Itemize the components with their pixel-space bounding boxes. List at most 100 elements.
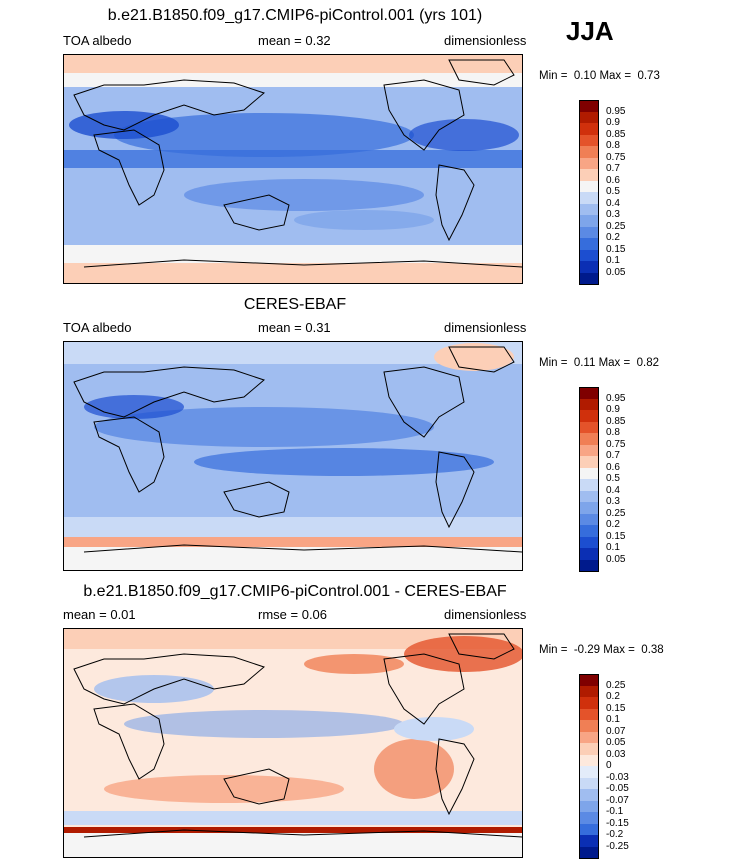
colorbar-cell: [579, 272, 599, 285]
colorbar-label: 0.15: [606, 530, 626, 542]
season-label: JJA: [566, 16, 614, 46]
colorbar-label: -0.2: [606, 829, 624, 840]
colorbar-label: 0.85: [606, 128, 626, 140]
panel-3-rmse-value: 0.06: [301, 607, 328, 622]
colorbar-cell: [579, 203, 599, 216]
panel-2-min-value: 0.11: [573, 357, 596, 369]
colorbar-label: 0.9: [606, 404, 620, 415]
colorbar-label: -0.25: [606, 840, 629, 852]
colorbar-cell: [579, 123, 599, 135]
panel-1-min-value: 0.10: [573, 70, 597, 82]
colorbar-label: 0.2: [606, 519, 620, 530]
colorbar-cell: [579, 846, 599, 859]
panel-2-max-label: Max =: [598, 357, 631, 369]
panel-2-mean-label: mean =: [258, 320, 302, 335]
colorbar-label: 0.1: [606, 714, 620, 725]
colorbar-label: 0.7: [606, 163, 620, 174]
panel-1-title: b.e21.B1850.f09_g17.CMIP6-piControl.001 …: [107, 7, 483, 24]
colorbar-cell: [579, 754, 599, 767]
panel-3-units: dimensionless: [444, 607, 527, 622]
colorbar-cell: [579, 226, 599, 239]
colorbar-cell: [579, 433, 599, 445]
colorbar-label: 0.7: [606, 450, 620, 461]
colorbar-label: 0.4: [606, 197, 620, 209]
colorbar-label: 0.95: [606, 105, 626, 117]
colorbar-cell: [579, 502, 599, 514]
colorbar-label: 0.05: [606, 737, 626, 748]
panel-1-min-label: Min =: [539, 70, 568, 82]
panel-3-min-value: -0.29: [573, 644, 601, 656]
colorbar-cell: [579, 398, 599, 411]
panel-2-minmax: Min = 0.11 Max = 0.82: [539, 357, 659, 369]
panel-3-min-label: Min =: [539, 644, 568, 656]
panel-3-rmse-label: rmse =: [258, 607, 299, 622]
panel-2-map: [63, 341, 523, 571]
colorbar-label: -0.15: [606, 817, 629, 829]
colorbar-cell: [579, 835, 599, 847]
colorbar-cell: [579, 777, 599, 790]
panel-2-units: dimensionless: [444, 320, 527, 335]
colorbar-label: 0.07: [606, 725, 626, 737]
colorbar-label: 0.25: [606, 507, 626, 519]
panel-2-mean-value: 0.31: [305, 320, 331, 335]
colorbar-cell: [579, 180, 599, 193]
panel-2-max-value: 0.82: [636, 357, 659, 369]
panel-3-rmse: rmse = 0.06: [258, 607, 327, 622]
colorbar-cell: [579, 134, 599, 147]
colorbar-label: -0.1: [606, 806, 624, 817]
colorbar-cell: [579, 559, 599, 572]
colorbar-cell: [579, 743, 599, 755]
colorbar-cell: [579, 238, 599, 250]
colorbar-cell: [579, 800, 599, 813]
panel-1-colorbar: 0.95 0.9 0.85 0.8 0.75 0.7 0.6 0.5 0.4 0.3 0.25 0.2…: [579, 100, 659, 285]
colorbar-cell: [579, 479, 599, 491]
colorbar-label: 0.25: [606, 220, 626, 232]
panel-2-left-label: TOA albedo: [63, 320, 132, 335]
panel-3-left-label: mean = 0.01: [63, 607, 136, 622]
colorbar-label: -0.03: [606, 771, 629, 783]
colorbar-label: 0.5: [606, 473, 620, 484]
colorbar-cell: [579, 192, 599, 204]
colorbar-label: 0.2: [606, 232, 620, 243]
panel-1-left-label: TOA albedo: [63, 33, 132, 48]
colorbar-label: 0.05: [606, 553, 626, 565]
colorbar-label: 0.3: [606, 496, 620, 507]
colorbar-cell: [579, 536, 599, 549]
colorbar-label: 0.75: [606, 438, 626, 450]
colorbar-label: 0.5: [606, 186, 620, 197]
panel-2-mean: mean = 0.31: [258, 320, 331, 335]
colorbar-cell: [579, 249, 599, 262]
colorbar-cell: [579, 444, 599, 457]
colorbar-cell: [579, 456, 599, 468]
colorbar-cell: [579, 513, 599, 526]
panel-2-min-label: Min =: [539, 357, 568, 369]
panel-3-title: b.e21.B1850.f09_g17.CMIP6-piControl.001 …: [83, 583, 507, 600]
colorbar-cell: [579, 215, 599, 227]
colorbar-label: 0.15: [606, 243, 626, 255]
colorbar-label: -0.05: [606, 783, 629, 794]
colorbar-cell: [579, 674, 599, 686]
colorbar-label: 0.05: [606, 266, 626, 278]
colorbar-cell: [579, 146, 599, 158]
colorbar-cell: [579, 697, 599, 709]
panel-3-max-value: 0.38: [641, 644, 664, 656]
panel-3-max-label: Max =: [603, 644, 635, 656]
colorbar-cell: [579, 157, 599, 170]
panel-2-map-svg: [64, 342, 522, 570]
panel-1-mean: mean = 0.32: [258, 33, 331, 48]
colorbar-cell: [579, 548, 599, 560]
colorbar-cell: [579, 812, 599, 824]
colorbar-label: 0.9: [606, 117, 620, 128]
colorbar-cell: [579, 111, 599, 124]
colorbar-cell: [579, 720, 599, 732]
colorbar-cell: [579, 823, 599, 836]
colorbar-label: 0.15: [606, 702, 626, 714]
panel-1-minmax: Min = 0.10 Max = 0.73: [539, 70, 660, 82]
panel-1-max-value: 0.73: [637, 70, 660, 82]
colorbar-label: -0.07: [606, 794, 629, 806]
colorbar-label: 0.3: [606, 209, 620, 220]
colorbar-label: 0.95: [606, 392, 626, 404]
colorbar-cell: [579, 100, 599, 112]
colorbar-cell: [579, 467, 599, 480]
colorbar-cell: [579, 525, 599, 537]
